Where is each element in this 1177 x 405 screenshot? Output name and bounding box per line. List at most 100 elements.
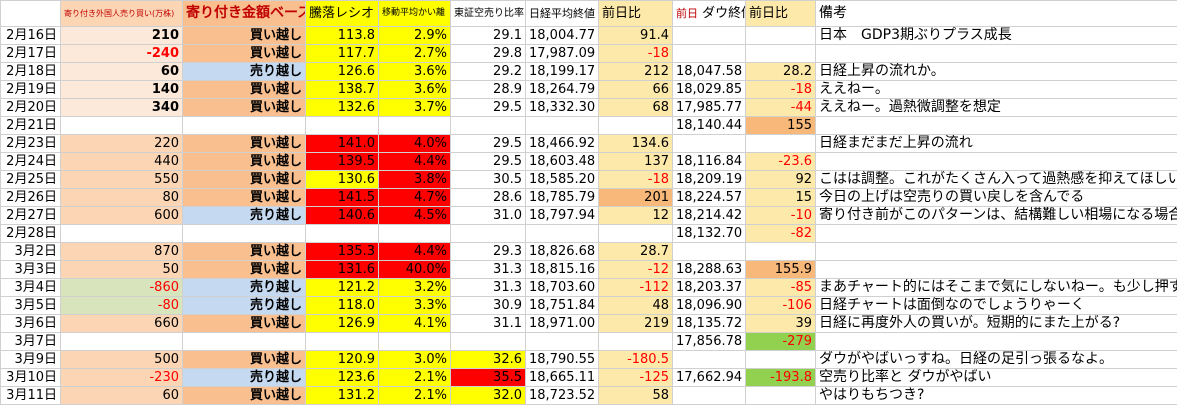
cell: 29.1: [451, 27, 526, 45]
cell: 日経チャートは面倒なのでしょうりゃーく: [816, 297, 1177, 315]
cell: [746, 135, 816, 153]
cell: 2月17日: [1, 45, 61, 63]
cell: [816, 243, 1177, 261]
header: 寄り付き外国人売り買い(万株)寄り付き金額ベース騰落レシオ移動平均かい離東証空売…: [1, 1, 1177, 27]
cell: やはりもちつき?: [816, 387, 1177, 405]
cell: 141.5: [306, 189, 379, 207]
cell: 18,047.58: [673, 63, 746, 81]
cell: 91.4: [599, 27, 673, 45]
cell: [746, 45, 816, 63]
cell: 18,971.00: [526, 315, 599, 333]
cell: [379, 117, 451, 135]
cell: 3.8%: [379, 171, 451, 189]
cell: 18,203.37: [673, 279, 746, 297]
cell: 4.0%: [379, 135, 451, 153]
cell: [183, 225, 306, 243]
cell: 60: [61, 63, 183, 81]
cell: こはは調整。これがたくさん入って過熱感を抑えてほしい。: [816, 171, 1177, 189]
cell: -240: [61, 45, 183, 63]
cell: [673, 387, 746, 405]
cell: 買い越し: [183, 189, 306, 207]
cell: 日経上昇の流れか。: [816, 63, 1177, 81]
cell: 18,797.94: [526, 207, 599, 225]
cell: 138.7: [306, 81, 379, 99]
cell: -85: [746, 279, 816, 297]
cell: -112: [599, 279, 673, 297]
header-cell: 東証空売り比率: [451, 1, 526, 27]
cell: 買い越し: [183, 81, 306, 99]
cell: 2月27日: [1, 207, 61, 225]
cell: 4.4%: [379, 153, 451, 171]
cell: 18,199.17: [526, 63, 599, 81]
cell: 18,665.11: [526, 369, 599, 387]
cell: 600: [61, 207, 183, 225]
cell: 買い越し: [183, 171, 306, 189]
cell: [379, 333, 451, 351]
header-cell: 備考: [816, 1, 1177, 27]
cell: 35.5: [451, 369, 526, 387]
cell: 550: [61, 171, 183, 189]
cell: 155: [746, 117, 816, 135]
cell: 17,662.94: [673, 369, 746, 387]
cell: [183, 117, 306, 135]
cell: 66: [599, 81, 673, 99]
cell: [526, 225, 599, 243]
cell: 870: [61, 243, 183, 261]
cell: 48: [599, 297, 673, 315]
cell: 18,004.77: [526, 27, 599, 45]
cell: 31.3: [451, 261, 526, 279]
cell: 3月2日: [1, 243, 61, 261]
header-cell: 日経平均終値: [526, 1, 599, 27]
cell: 買い越し: [183, 351, 306, 369]
cell: [816, 261, 1177, 279]
cell: 121.2: [306, 279, 379, 297]
cell: 2月28日: [1, 225, 61, 243]
cell: 2月26日: [1, 189, 61, 207]
cell: 32.6: [451, 351, 526, 369]
cell: 135.3: [306, 243, 379, 261]
cell: 18,096.90: [673, 297, 746, 315]
cell: [816, 153, 1177, 171]
cell: 買い越し: [183, 45, 306, 63]
header-cell: 前日 ダウ終値: [673, 1, 746, 27]
cell: 18,603.48: [526, 153, 599, 171]
cell: -125: [599, 369, 673, 387]
cell: 29.2: [451, 63, 526, 81]
cell: 3.6%: [379, 81, 451, 99]
cell: 58: [599, 387, 673, 405]
cell: 126.6: [306, 63, 379, 81]
cell: 3月3日: [1, 261, 61, 279]
cell: [746, 387, 816, 405]
cell: [599, 333, 673, 351]
cell: 3.0%: [379, 351, 451, 369]
header-cell: 前日比: [746, 1, 816, 27]
cell: [306, 333, 379, 351]
header-cell: [1, 1, 61, 27]
cell: -18: [599, 45, 673, 63]
cell: ええねー。過熱微調整を想定: [816, 99, 1177, 117]
cell: 4.1%: [379, 315, 451, 333]
cell: 18,790.55: [526, 351, 599, 369]
cell: 50: [61, 261, 183, 279]
cell: 買い越し: [183, 315, 306, 333]
cell: 18,751.84: [526, 297, 599, 315]
header-cell: 騰落レシオ: [306, 1, 379, 27]
cell: 日本 GDP3期ぶりプラス成長: [816, 27, 1177, 45]
cell: 空売り比率と ダウがやばい: [816, 369, 1177, 387]
cell: 18,132.70: [673, 225, 746, 243]
cell: 30.9: [451, 297, 526, 315]
cell: [816, 225, 1177, 243]
cell: 212: [599, 63, 673, 81]
cell: 17,985.77: [673, 99, 746, 117]
cell: [816, 333, 1177, 351]
cell: 18,214.42: [673, 207, 746, 225]
